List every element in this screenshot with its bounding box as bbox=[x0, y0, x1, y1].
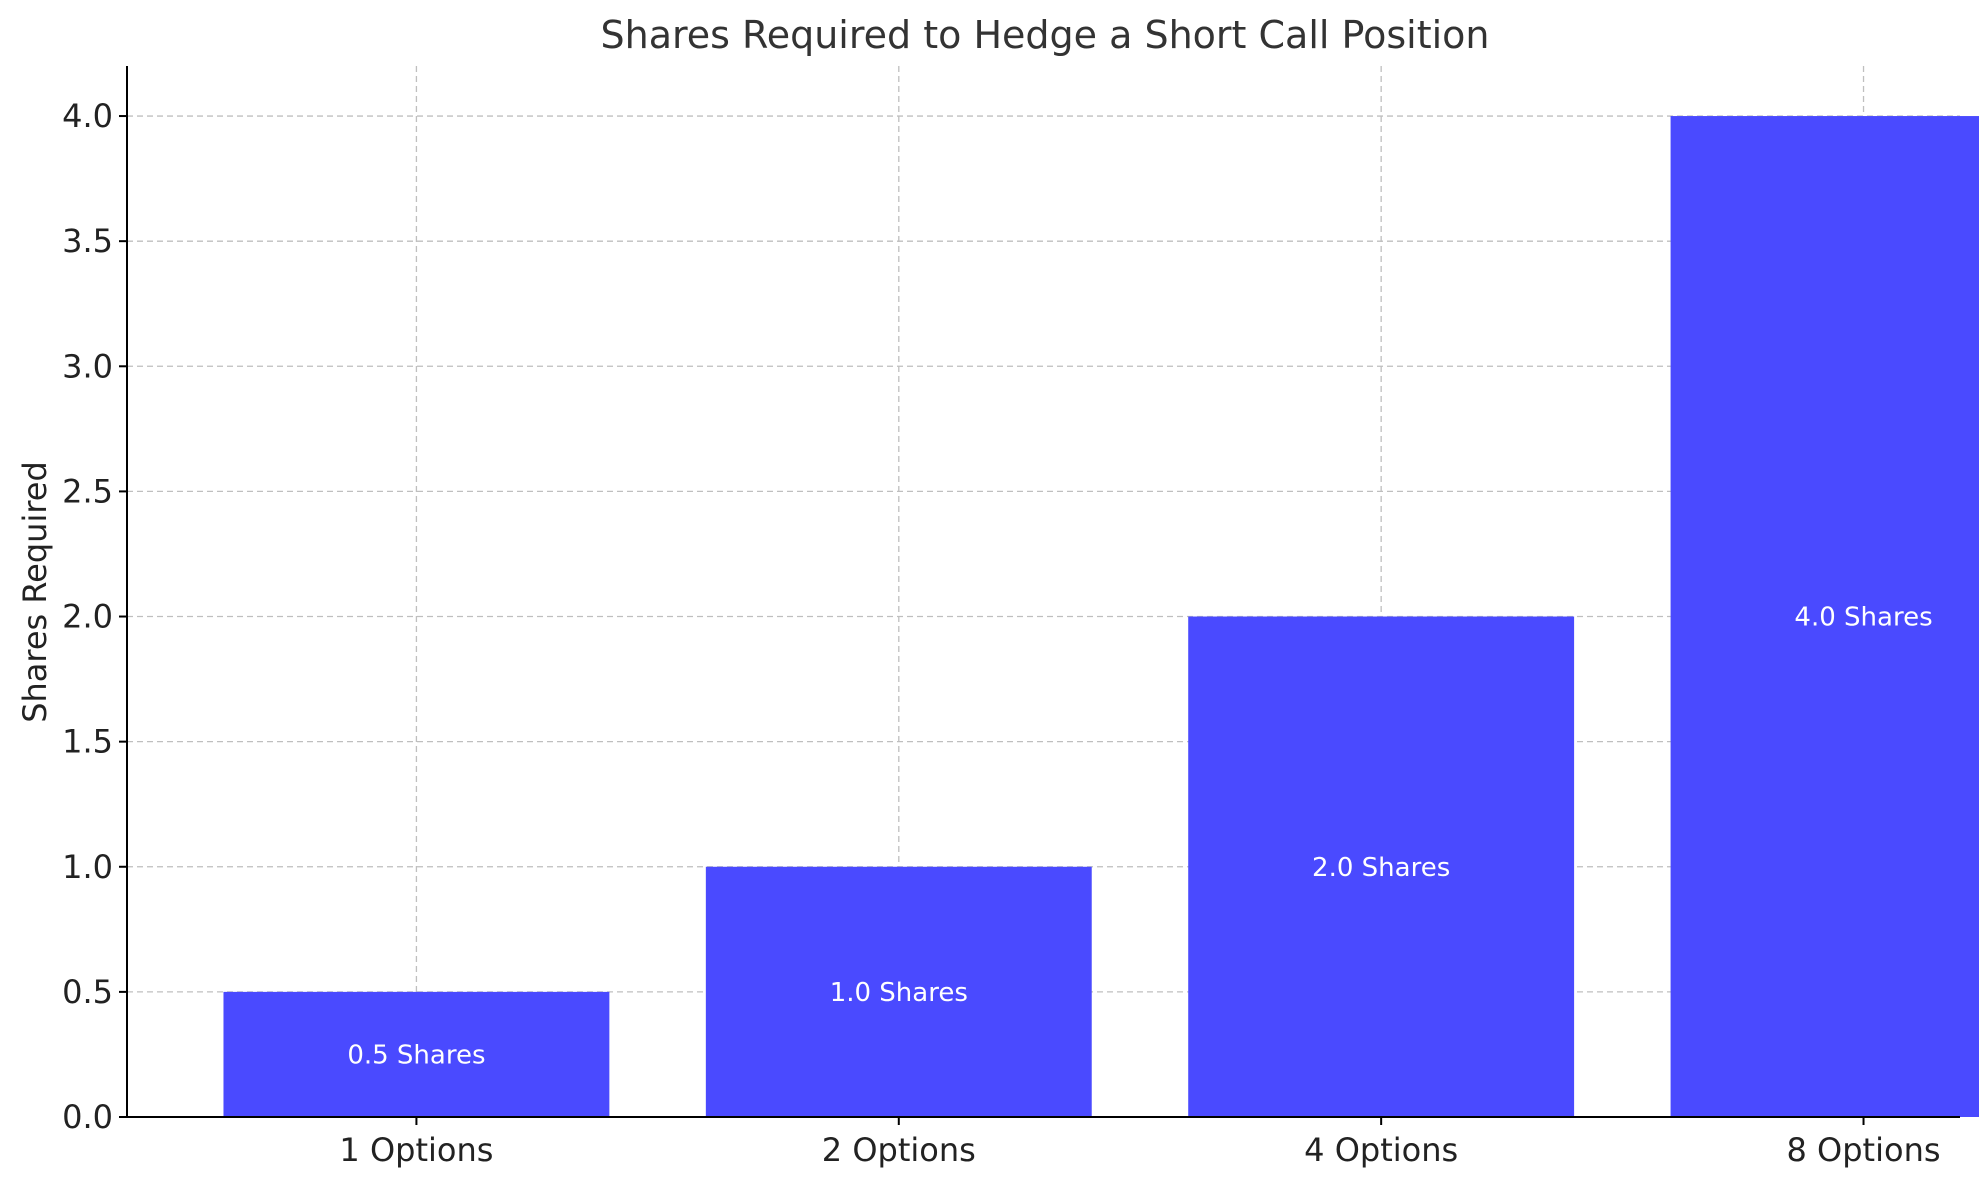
y-tick-label: 4.0 bbox=[62, 97, 113, 135]
y-tick-label: 3.0 bbox=[62, 347, 113, 385]
bar bbox=[1670, 116, 1979, 1118]
bar bbox=[705, 866, 1092, 1117]
chart-title: Shares Required to Hedge a Short Call Po… bbox=[600, 13, 1489, 57]
bar bbox=[223, 991, 610, 1117]
x-tick-label: 1 Options bbox=[339, 1131, 493, 1169]
bar-data-label: 0.5 Shares bbox=[347, 1040, 485, 1070]
x-tick-label: 4 Options bbox=[1304, 1131, 1458, 1169]
y-tick-label: 2.5 bbox=[62, 472, 113, 510]
y-tick-label: 0.5 bbox=[62, 973, 113, 1011]
y-tick-label: 1.0 bbox=[62, 848, 113, 886]
y-tick-label: 2.0 bbox=[62, 598, 113, 636]
y-tick-label: 3.5 bbox=[62, 222, 113, 260]
bar-labels: 0.5 Shares 1.0 Shares 2.0 Shares 4.0 Shares bbox=[347, 603, 1932, 1071]
bar-data-label: 1.0 Shares bbox=[830, 978, 968, 1008]
bar-data-label: 2.0 Shares bbox=[1312, 853, 1450, 883]
y-ticks: 0.0 0.5 1.0 1.5 2.0 2.5 3.0 3.5 4.0 bbox=[62, 97, 127, 1136]
y-tick-label: 0.0 bbox=[62, 1098, 113, 1136]
bars-layer bbox=[223, 116, 1979, 1118]
x-ticks: 1 Options 2 Options 4 Options 8 Options bbox=[339, 1117, 1941, 1169]
x-tick-label: 2 Options bbox=[822, 1131, 976, 1169]
y-axis-label: Shares Required bbox=[16, 461, 54, 723]
bar-data-label: 4.0 Shares bbox=[1794, 603, 1932, 633]
y-tick-label: 1.5 bbox=[62, 723, 113, 761]
bar bbox=[1188, 616, 1575, 1117]
x-tick-label: 8 Options bbox=[1787, 1131, 1941, 1169]
